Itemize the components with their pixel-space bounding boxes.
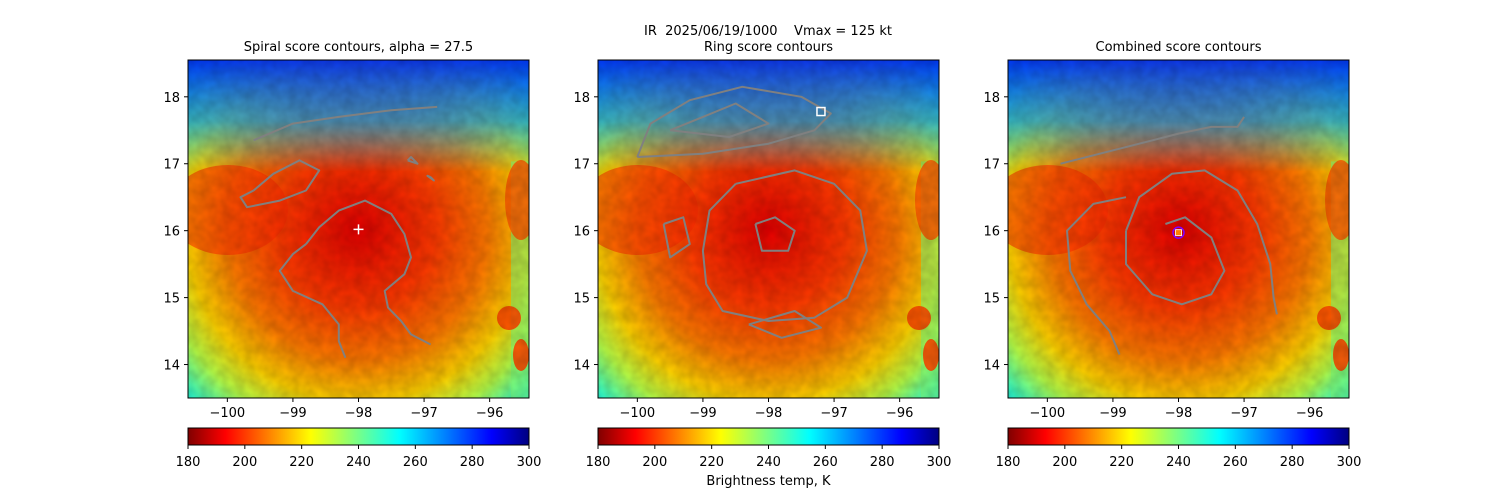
x-tick-label: −97 xyxy=(820,406,847,421)
y-tick-label: 16 xyxy=(573,225,590,240)
y-tick-label: 15 xyxy=(163,292,180,307)
colorbar: 180 200 220 240 260 280 300 Brightness temp, K xyxy=(586,427,952,489)
score-contours xyxy=(636,85,868,339)
contour-line-6 xyxy=(426,174,435,182)
colorbar-tick-label: 200 xyxy=(1052,455,1077,470)
panel-1: Spiral score contours, alpha = 27.5 −100 −… xyxy=(163,40,541,470)
brightness-image xyxy=(1008,60,1349,398)
x-tick-label: −100 xyxy=(619,406,655,421)
y-tick-label: 15 xyxy=(983,292,1000,307)
y-tick-label: 14 xyxy=(573,359,590,374)
colorbar-tick-label: 300 xyxy=(927,455,952,470)
panel-title: Combined score contours xyxy=(1096,40,1262,55)
suptitle: IR 2025/06/19/1000 Vmax = 125 kt xyxy=(644,24,892,39)
x-tick-label: −96 xyxy=(1296,406,1323,421)
colorbar-tick-label: 200 xyxy=(642,455,667,470)
colorbar-tick-label: 260 xyxy=(1223,455,1248,470)
y-tick-label: 16 xyxy=(983,225,1000,240)
contour-line-2 xyxy=(1125,169,1278,315)
x-tick-label: −99 xyxy=(1099,406,1126,421)
contour-line-4 xyxy=(1066,196,1127,355)
colorbar: 180 200 220 240 260 280 300 xyxy=(176,427,542,470)
colorbar-tick-label: 220 xyxy=(1109,455,1134,470)
y-tick-label: 18 xyxy=(983,91,1000,106)
y-tick-label: 17 xyxy=(573,158,590,173)
score-contours xyxy=(1060,116,1278,355)
x-tick-label: −98 xyxy=(755,406,782,421)
x-tick-label: −97 xyxy=(1230,406,1257,421)
panel-title: Spiral score contours, alpha = 27.5 xyxy=(244,40,473,55)
y-tick-label: 18 xyxy=(163,91,180,106)
x-tick-label: −98 xyxy=(345,406,372,421)
contour-line-1 xyxy=(636,85,832,158)
center-marker xyxy=(353,224,364,235)
contour-line-1 xyxy=(253,105,438,142)
colorbar-tick-label: 220 xyxy=(289,455,314,470)
x-tick-label: −100 xyxy=(1029,406,1065,421)
contour-line-5 xyxy=(406,156,419,165)
contour-line-3 xyxy=(305,199,432,346)
brightness-image xyxy=(598,60,939,398)
panel-2: Ring score contours −100 −99 −98 −97 −96 14 15 1… xyxy=(573,40,951,489)
x-tick-label: −98 xyxy=(1165,406,1192,421)
y-tick-label: 17 xyxy=(983,158,1000,173)
panel-title: Ring score contours xyxy=(704,40,833,55)
colorbar-tick-label: 300 xyxy=(1337,455,1362,470)
center-marker xyxy=(816,106,826,117)
y-tick-label: 14 xyxy=(983,359,1000,374)
colorbar-tick-label: 240 xyxy=(346,455,371,470)
colorbar-tick-label: 180 xyxy=(176,455,201,470)
score-contours xyxy=(239,105,438,359)
colorbar-tick-label: 200 xyxy=(232,455,257,470)
contour-line-3 xyxy=(1125,216,1226,306)
colorbar-tick-label: 280 xyxy=(460,455,485,470)
colorbar-tick-label: 280 xyxy=(870,455,895,470)
y-tick-label: 16 xyxy=(163,225,180,240)
colorbar-tick-label: 260 xyxy=(403,455,428,470)
x-tick-label: −99 xyxy=(689,406,716,421)
colorbar-tick-label: 240 xyxy=(1166,455,1191,470)
brightness-image xyxy=(188,60,529,398)
x-tick-label: −96 xyxy=(476,406,503,421)
contour-line-4 xyxy=(278,243,347,359)
colorbar-label: Brightness temp, K xyxy=(706,474,831,489)
y-tick-label: 15 xyxy=(573,292,590,307)
y-tick-label: 18 xyxy=(573,91,590,106)
colorbar-tick-label: 220 xyxy=(699,455,724,470)
x-tick-label: −100 xyxy=(209,406,245,421)
colorbar-tick-label: 180 xyxy=(996,455,1021,470)
x-tick-label: −97 xyxy=(410,406,437,421)
contour-line-4 xyxy=(754,216,796,252)
contour-line-1 xyxy=(1060,116,1245,165)
colorbar-tick-label: 260 xyxy=(813,455,838,470)
contour-line-2 xyxy=(669,102,770,138)
colorbar-tick-label: 300 xyxy=(517,455,542,470)
center-marker xyxy=(1172,226,1185,239)
panel-3: Combined score contours −100 −99 −98 −97 −96 1… xyxy=(983,40,1361,470)
colorbar-tick-label: 280 xyxy=(1280,455,1305,470)
y-tick-label: 14 xyxy=(163,359,180,374)
y-tick-label: 17 xyxy=(163,158,180,173)
contour-line-3 xyxy=(701,169,868,322)
colorbar-tick-label: 180 xyxy=(586,455,611,470)
x-tick-label: −99 xyxy=(279,406,306,421)
contour-line-5 xyxy=(662,216,691,259)
colorbar-tick-label: 240 xyxy=(756,455,781,470)
contour-line-2 xyxy=(239,159,321,209)
contour-line-6 xyxy=(748,310,822,339)
x-tick-label: −96 xyxy=(886,406,913,421)
colorbar: 180 200 220 240 260 280 300 xyxy=(996,427,1362,470)
